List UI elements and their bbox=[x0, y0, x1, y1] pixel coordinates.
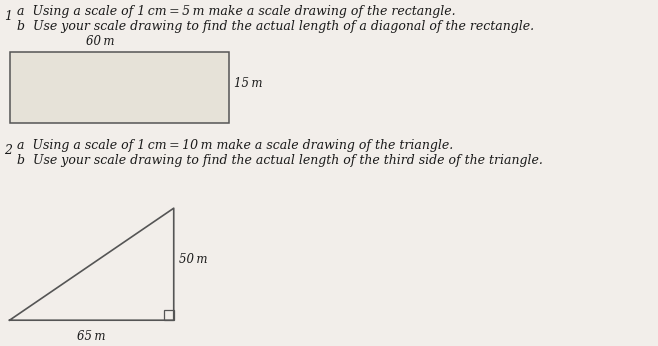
Text: a  Using a scale of 1 cm = 5 m make a scale drawing of the rectangle.: a Using a scale of 1 cm = 5 m make a sca… bbox=[17, 5, 456, 18]
Text: a  Using a scale of 1 cm = 10 m make a scale drawing of the triangle.: a Using a scale of 1 cm = 10 m make a sc… bbox=[17, 139, 453, 152]
Bar bbox=[10, 52, 229, 123]
Bar bbox=[164, 310, 174, 320]
Text: 1: 1 bbox=[4, 10, 12, 23]
Text: 2: 2 bbox=[4, 144, 12, 157]
Text: b  Use your scale drawing to find the actual length of a diagonal of the rectang: b Use your scale drawing to find the act… bbox=[17, 20, 534, 33]
Text: 15 m: 15 m bbox=[234, 77, 263, 90]
Text: 50 m: 50 m bbox=[178, 253, 207, 266]
Text: 65 m: 65 m bbox=[78, 330, 106, 343]
Text: b  Use your scale drawing to find the actual length of the third side of the tri: b Use your scale drawing to find the act… bbox=[17, 154, 543, 167]
Text: 60 m: 60 m bbox=[86, 35, 115, 48]
